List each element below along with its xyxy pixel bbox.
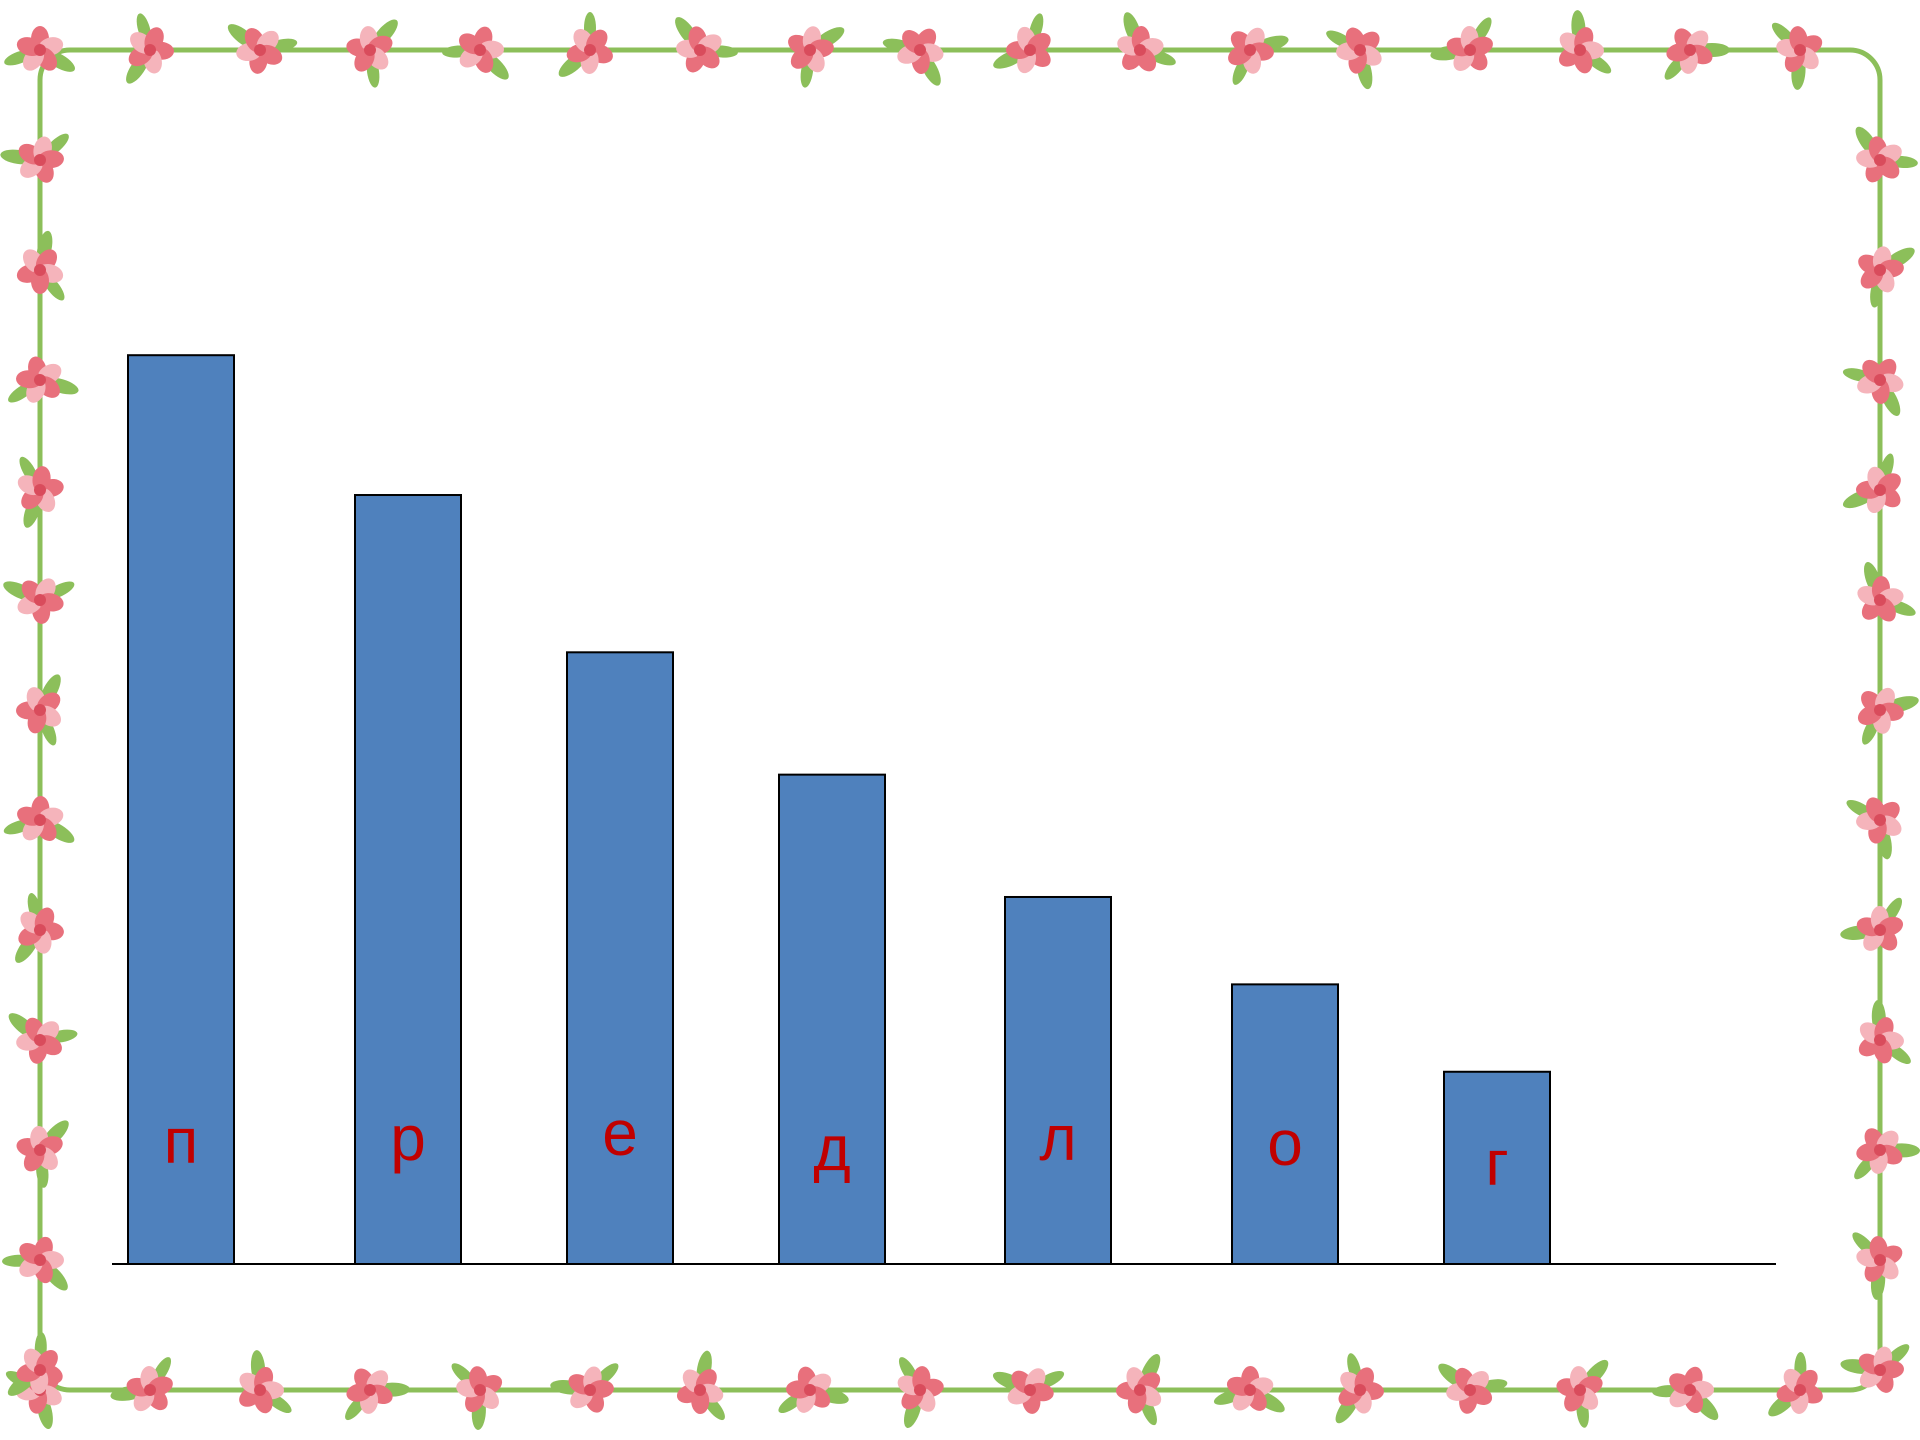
frame-flower-icon: [239, 1350, 292, 1414]
bar-label-3: е: [602, 1097, 638, 1169]
bar-7: [1443, 1070, 1551, 1266]
frame-flower-icon: [778, 1366, 849, 1414]
frame-flower-icon: [7, 1332, 63, 1396]
frame-flower-icon: [16, 1120, 69, 1188]
frame-flower-icon: [345, 1368, 410, 1421]
frame-flower-icon: [1855, 126, 1918, 183]
frame-flower-icon: [1213, 1366, 1285, 1413]
frame-flower-icon: [1846, 797, 1902, 860]
frame-flower-icon: [1652, 1366, 1719, 1421]
frame-flower-icon: [451, 1363, 503, 1430]
frame-flower-icon: [992, 1368, 1065, 1414]
frame-flower-icon: [558, 12, 613, 77]
frame-flower-icon: [1771, 22, 1823, 90]
bar-label-5: л: [1039, 1102, 1076, 1174]
frame-flower-icon: [2, 1236, 68, 1291]
frame-flower-icon: [442, 26, 509, 80]
frame-flower-icon: [16, 674, 62, 746]
bar-6: [1231, 983, 1339, 1265]
frame-flower-icon: [346, 19, 398, 88]
bar-1: [127, 354, 235, 1265]
frame-flower-icon: [16, 230, 65, 301]
frame-flower-icon: [993, 13, 1051, 74]
frame-flower-icon: [110, 1357, 173, 1412]
bar-label-4: д: [813, 1112, 850, 1184]
bar-4: [778, 773, 886, 1266]
bar-label-1: п: [164, 1105, 199, 1177]
frame-flower-icon: [4, 26, 76, 72]
frame-flower-icon: [1842, 358, 1904, 416]
bar-label-6: о: [1267, 1107, 1303, 1179]
frame-flower-icon: [1664, 28, 1730, 80]
frame-flower-icon: [882, 28, 944, 86]
frame-flower-icon: [550, 1363, 619, 1413]
frame-flower-icon: [1558, 10, 1612, 74]
bar-label-7: г: [1485, 1127, 1508, 1199]
frame-flower-icon: [1854, 1128, 1920, 1180]
frame-flower-icon: [8, 1013, 78, 1064]
frame-flower-icon: [1852, 1232, 1903, 1300]
frame-flower-icon: [1857, 687, 1919, 745]
frame-flower-icon: [1116, 1354, 1162, 1426]
frame-flower-icon: [1430, 17, 1493, 72]
frame-flower-icon: [1840, 897, 1904, 951]
frame-flower-icon: [897, 1357, 944, 1428]
frame-flower-icon: [17, 456, 64, 528]
frame-flower-icon: [788, 26, 845, 88]
frame-flower-icon: [3, 796, 75, 843]
frame-flower-icon: [1840, 1344, 1910, 1393]
bar-3: [566, 651, 674, 1265]
frame-flower-icon: [675, 17, 738, 73]
frame-flower-icon: [227, 24, 298, 74]
frame-flower-icon: [1556, 1359, 1609, 1428]
frame-flower-icon: [1438, 1363, 1508, 1414]
frame-flower-icon: [1858, 246, 1915, 308]
frame-flower-icon: [1858, 1000, 1911, 1064]
frame-flower-icon: [676, 1350, 725, 1421]
bar-5: [1004, 895, 1112, 1265]
frame-flower-icon: [1117, 12, 1176, 72]
frame-flower-icon: [1326, 27, 1382, 90]
frame-flower-icon: [0, 133, 69, 183]
frame-flower-icon: [1857, 562, 1916, 622]
frame-flower-icon: [126, 13, 174, 84]
frame-flower-icon: [3, 578, 75, 624]
frame-flower-icon: [1842, 453, 1901, 514]
bar-label-2: р: [390, 1102, 426, 1174]
frame-flower-icon: [1768, 1352, 1823, 1417]
frame-flower-icon: [1335, 1353, 1384, 1424]
bar-2: [354, 494, 462, 1265]
frame-flower-icon: [15, 893, 64, 963]
frame-flower-icon: [8, 356, 79, 403]
frame-flower-icon: [1228, 27, 1289, 85]
